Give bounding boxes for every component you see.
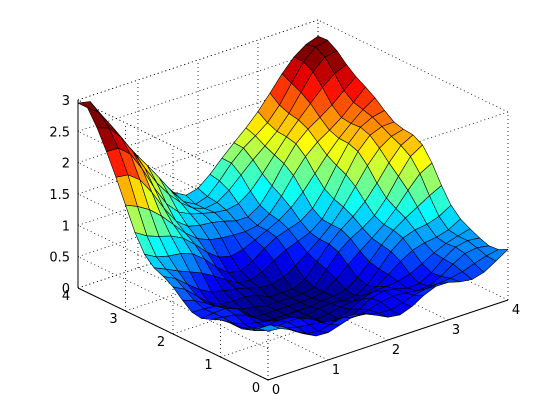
x-tick-label: 3 xyxy=(452,323,460,338)
z-tick-label: 0 xyxy=(62,282,70,297)
surface-mesh xyxy=(77,35,509,337)
x-tick-label: 4 xyxy=(512,303,520,318)
y-tick-label: 1 xyxy=(204,358,212,373)
x-tick-label: 0 xyxy=(272,383,280,398)
x-axis-line xyxy=(267,299,509,381)
z-tick-label: 1.5 xyxy=(49,188,70,203)
y-axis-line xyxy=(77,287,269,381)
y-tick-label: 0 xyxy=(252,381,260,396)
z-tick-label: 2 xyxy=(62,157,70,172)
z-tick-label: 1 xyxy=(62,219,70,234)
z-tick-label: 3 xyxy=(62,94,70,109)
z-tick-label: 2.5 xyxy=(49,125,70,140)
x-tick-label: 2 xyxy=(392,343,400,358)
y-tick-label: 4 xyxy=(62,289,70,304)
x-tick-label: 1 xyxy=(332,363,340,378)
y-tick-label: 2 xyxy=(157,335,165,350)
z-tick-label: 0.5 xyxy=(49,251,70,266)
surface-facet xyxy=(486,249,509,262)
y-tick-label: 3 xyxy=(109,312,117,327)
